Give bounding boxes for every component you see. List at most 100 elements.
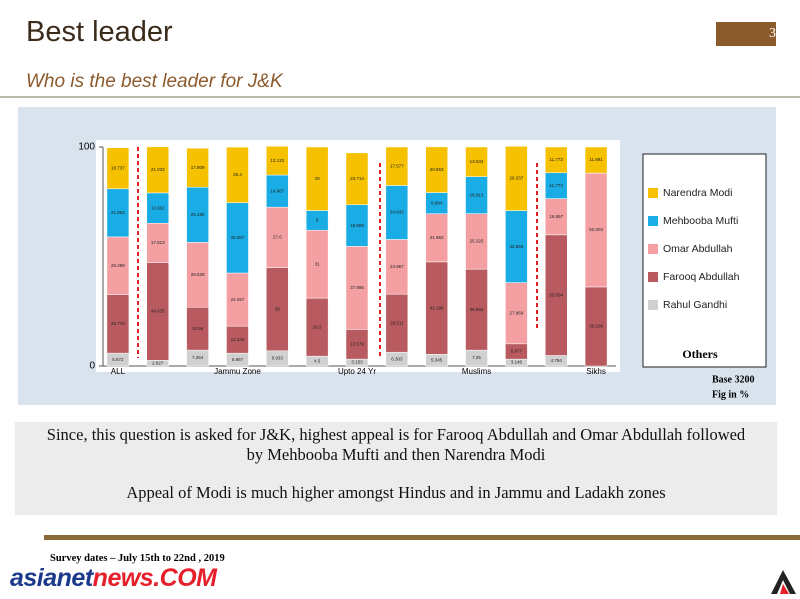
value-label: 13.133 <box>270 158 284 163</box>
value-label: 17.577 <box>390 163 404 168</box>
value-label: 7.25 <box>472 355 481 360</box>
legend-swatch <box>648 244 658 254</box>
legend-swatch <box>648 272 658 282</box>
value-label: 25.196 <box>191 212 205 217</box>
value-label: 4.794 <box>551 358 563 363</box>
value-label: 44.635 <box>151 309 165 314</box>
value-label: 29 <box>315 176 321 181</box>
value-label: 36.983 <box>470 307 484 312</box>
value-label: 25.4 <box>233 172 242 177</box>
summary-box: Since, this question is asked for J&K, h… <box>15 422 777 515</box>
legend-label: Others <box>682 347 718 361</box>
value-label: 11.773 <box>550 183 564 188</box>
logo-part: asianet <box>10 564 93 592</box>
value-label: 5.872 <box>112 357 124 362</box>
value-label: 7.264 <box>192 355 204 360</box>
brand-mark <box>771 570 796 594</box>
value-label: 18.989 <box>350 223 364 228</box>
logo-part: news.COM <box>92 564 217 592</box>
value-label: 52.003 <box>589 227 603 232</box>
x-tick-label: Upto 24 Yr <box>338 367 376 376</box>
legend-label: Omar Abdullah <box>663 243 733 255</box>
bar-segment <box>266 146 289 176</box>
value-label: 27.6 <box>273 235 282 240</box>
bar-segment <box>186 147 209 188</box>
legend-label: Narendra Modi <box>663 187 732 199</box>
value-label: 2.627 <box>152 360 164 365</box>
page-number: 3 <box>769 26 776 41</box>
value-label: 32.883 <box>510 244 524 249</box>
x-tick-label: Jammu Zone <box>214 367 261 376</box>
value-label: 17.913 <box>151 240 165 245</box>
bar-segment <box>465 146 488 177</box>
value-label: 12.333 <box>231 337 245 342</box>
logo: asianetnews.COM <box>10 564 217 593</box>
rule <box>0 96 800 98</box>
value-label: 6.303 <box>391 356 403 361</box>
value-label: 27.969 <box>510 310 524 315</box>
value-label: 24.267 <box>231 297 245 302</box>
value-label: 36.106 <box>589 324 603 329</box>
value-label: 21.962 <box>430 235 444 240</box>
note: Fig in % <box>712 389 749 400</box>
value-label: 31 <box>315 261 321 266</box>
value-label: 55.094 <box>549 292 563 297</box>
value-label: 26.5 <box>313 324 322 329</box>
value-label: 5.345 <box>431 357 443 362</box>
value-label: 5.867 <box>232 357 244 362</box>
legend-label: Mehbooba Mufti <box>663 215 738 227</box>
bar-segment <box>584 146 608 174</box>
y-tick-label: 0 <box>89 361 95 372</box>
bar-segment <box>226 146 249 204</box>
value-label: 13.862 <box>151 205 165 210</box>
legend-swatch <box>648 188 658 198</box>
chart: Others Base 3200 Fig in % 0 100 ALL 5.872 26… <box>18 107 776 405</box>
value-label: 13.579 <box>350 341 364 346</box>
summary-text: Appeal of Modi is much higher amongst Hi… <box>126 483 666 502</box>
value-label: 14.667 <box>270 188 284 193</box>
value-label: 17.809 <box>191 165 205 170</box>
value-label: 13.534 <box>470 159 484 164</box>
value-label: 16.567 <box>549 214 563 219</box>
brand-shape <box>771 570 796 594</box>
value-label: 24.967 <box>390 264 404 269</box>
legend-label: Rahul Gandhi <box>663 299 727 311</box>
value-label: 4.5 <box>314 358 321 363</box>
y-tick-label: 100 <box>78 142 95 153</box>
bar-segment <box>544 146 568 174</box>
page-number-box: 3 <box>716 22 776 46</box>
bar-segment <box>146 146 170 194</box>
note: Base 3200 <box>712 374 755 385</box>
value-label: 11.773 <box>550 157 564 162</box>
value-label: 32.067 <box>231 235 245 240</box>
survey-dates: Survey dates – July 15th to 22nd , 2019 <box>50 553 225 564</box>
summary-text: Since, this question is asked for J&K, h… <box>46 425 746 464</box>
legend-swatch <box>648 216 658 226</box>
bar-segment <box>106 147 130 190</box>
value-label: 37.895 <box>350 285 364 290</box>
x-tick-label: ALL <box>111 367 126 376</box>
value-label: 18.737 <box>111 165 125 170</box>
value-label: 26.511 <box>390 320 404 325</box>
slide-title: Best leader <box>26 16 173 48</box>
bar-segment <box>505 146 528 211</box>
value-label: 3.153 <box>351 360 363 365</box>
value-label: 21.963 <box>111 210 125 215</box>
rule <box>44 535 800 540</box>
value-label: 25.325 <box>470 239 484 244</box>
x-tick-label: Muslims <box>462 367 491 376</box>
bar-segment <box>345 152 369 206</box>
value-label: 9.684 <box>431 200 443 205</box>
value-label: 29.629 <box>191 272 205 277</box>
value-label: 26.778 <box>111 321 125 326</box>
bar-segment <box>305 146 329 211</box>
value-label: 42.196 <box>430 305 444 310</box>
value-label: 16.913 <box>470 192 484 197</box>
value-label: 6.977 <box>511 349 523 354</box>
value-label: 6.933 <box>272 356 284 361</box>
bar-segment <box>385 146 409 186</box>
legend-label: Farooq Abdullah <box>663 271 740 283</box>
legend-swatch <box>648 300 658 310</box>
subtitle: Who is the best leader for J&K <box>26 71 283 92</box>
